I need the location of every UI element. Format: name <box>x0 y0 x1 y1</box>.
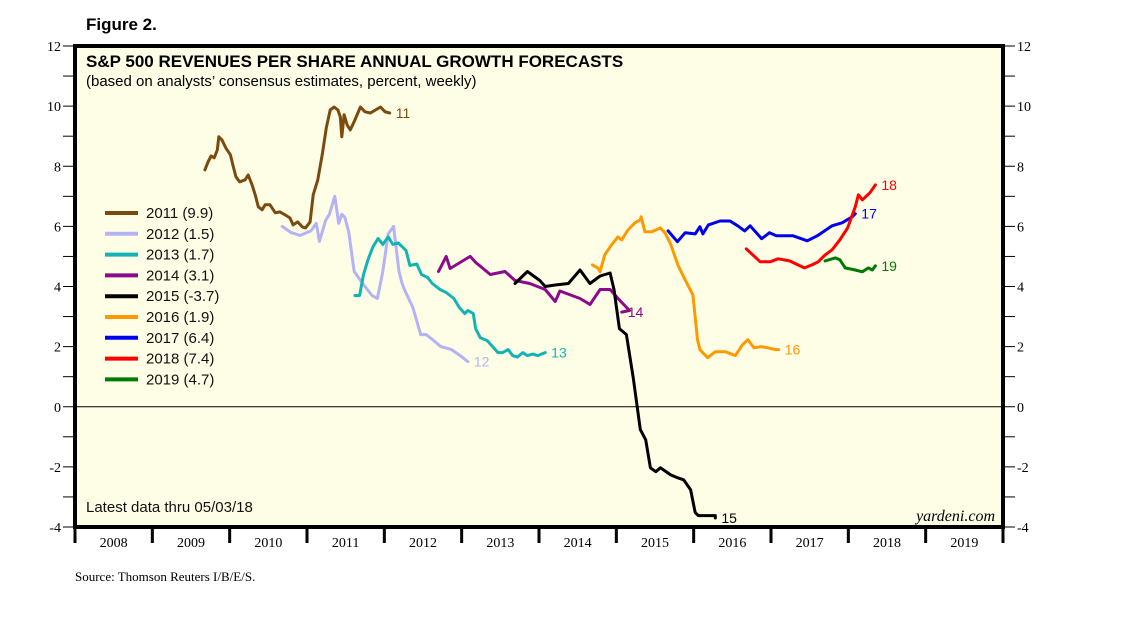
y-tick-label-left: -4 <box>49 521 61 536</box>
figure-label: Figure 2. <box>86 15 157 34</box>
y-tick-label-right: 6 <box>1017 220 1024 235</box>
legend-label: 2019 (4.7) <box>146 371 214 388</box>
x-tick-label: 2013 <box>486 536 514 551</box>
y-tick-label-left: -2 <box>49 461 61 476</box>
y-tick-label-right: 0 <box>1017 401 1024 416</box>
series-end-label-13: 13 <box>551 345 567 361</box>
series-line-15 <box>513 268 717 520</box>
series-end-label-14: 14 <box>628 304 644 320</box>
series-line-18 <box>744 183 877 270</box>
x-tick-label: 2008 <box>100 536 128 551</box>
y-tick-label-right: 4 <box>1017 281 1024 296</box>
source-note: Source: Thomson Reuters I/B/E/S. <box>75 569 256 584</box>
y-tick-label-right: 12 <box>1017 40 1031 55</box>
y-tick-label-left: 6 <box>54 220 61 235</box>
y-tick-label-left: 2 <box>54 341 61 356</box>
y-tick-label-left: 12 <box>47 40 61 55</box>
series-end-label-18: 18 <box>881 177 897 193</box>
x-tick-label: 2012 <box>409 536 437 551</box>
legend-label: 2015 (-3.7) <box>146 288 219 305</box>
series-line-14 <box>437 254 631 314</box>
series-line-16 <box>590 215 781 360</box>
series-end-label-11: 11 <box>396 105 411 121</box>
series-line-12 <box>280 194 470 364</box>
x-tick-label: 2014 <box>564 536 592 551</box>
legend-label: 2018 (7.4) <box>146 351 214 368</box>
chart-title: S&P 500 REVENUES PER SHARE ANNUAL GROWTH… <box>86 52 623 71</box>
series-line-11 <box>203 105 392 230</box>
x-tick-label: 2018 <box>873 536 901 551</box>
legend-label: 2012 (1.5) <box>146 226 214 243</box>
chart-subtitle: (based on analysts’ consensus estimates,… <box>86 73 476 90</box>
x-tick-label: 2017 <box>796 536 824 551</box>
series-line-13 <box>353 235 547 359</box>
series-end-label-17: 17 <box>861 206 877 222</box>
x-tick-label: 2019 <box>950 536 978 551</box>
y-tick-label-left: 0 <box>54 401 61 416</box>
y-tick-label-right: 8 <box>1017 160 1024 175</box>
series-end-label-16: 16 <box>785 342 801 358</box>
x-tick-label: 2011 <box>332 536 359 551</box>
x-tick-label: 2015 <box>641 536 669 551</box>
brand-label: yardeni.com <box>914 508 995 525</box>
y-tick-label-left: 8 <box>54 160 61 175</box>
x-tick-label: 2010 <box>254 536 282 551</box>
legend-label: 2013 (1.7) <box>146 247 214 264</box>
x-tick-label: 2009 <box>177 536 205 551</box>
legend-label: 2016 (1.9) <box>146 309 214 326</box>
legend-label: 2017 (6.4) <box>146 330 214 347</box>
y-tick-label-right: -2 <box>1017 461 1029 476</box>
series-line-19 <box>823 256 877 274</box>
y-tick-label-right: 10 <box>1017 100 1031 115</box>
series-end-label-12: 12 <box>474 354 490 370</box>
legend-label: 2011 (9.9) <box>146 205 213 222</box>
series-end-label-15: 15 <box>721 510 737 526</box>
latest-data-note: Latest data thru 05/03/18 <box>86 499 253 516</box>
x-tick-label: 2016 <box>718 536 746 551</box>
y-tick-label-left: 10 <box>47 100 61 115</box>
legend-label: 2014 (3.1) <box>146 267 214 284</box>
series-line-17 <box>666 212 857 244</box>
series-end-label-19: 19 <box>881 258 897 274</box>
y-tick-label-right: 2 <box>1017 341 1024 356</box>
legend: 2011 (9.9) 2012 (1.5) 2013 (1.7) 2014 (3.1)… <box>105 205 219 388</box>
y-tick-label-right: -4 <box>1017 521 1029 536</box>
y-tick-label-left: 4 <box>54 281 61 296</box>
